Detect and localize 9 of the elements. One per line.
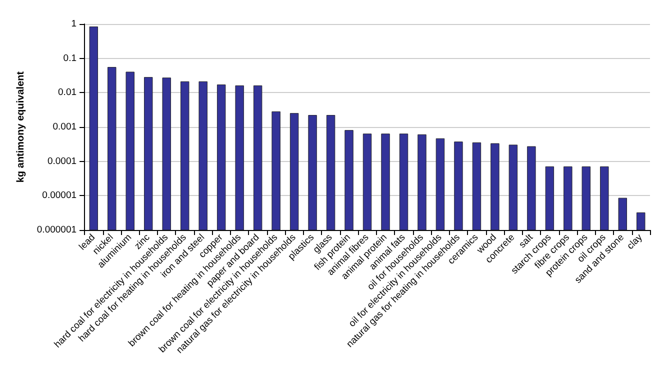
y-tick-label: 1: [71, 18, 77, 30]
y-tick-label: 0.1: [63, 52, 77, 64]
y-tick-label: 0.01: [58, 87, 77, 98]
y-tick-label: 0.000001: [36, 224, 77, 236]
y-tick-label: 0.001: [52, 122, 77, 132]
x-tick-label: clay: [625, 232, 645, 252]
y-tick-label: 0.0001: [47, 156, 77, 167]
y-axis-title: kg antimony equivalent: [16, 70, 26, 183]
y-tick-label: 0.00001: [42, 190, 77, 202]
